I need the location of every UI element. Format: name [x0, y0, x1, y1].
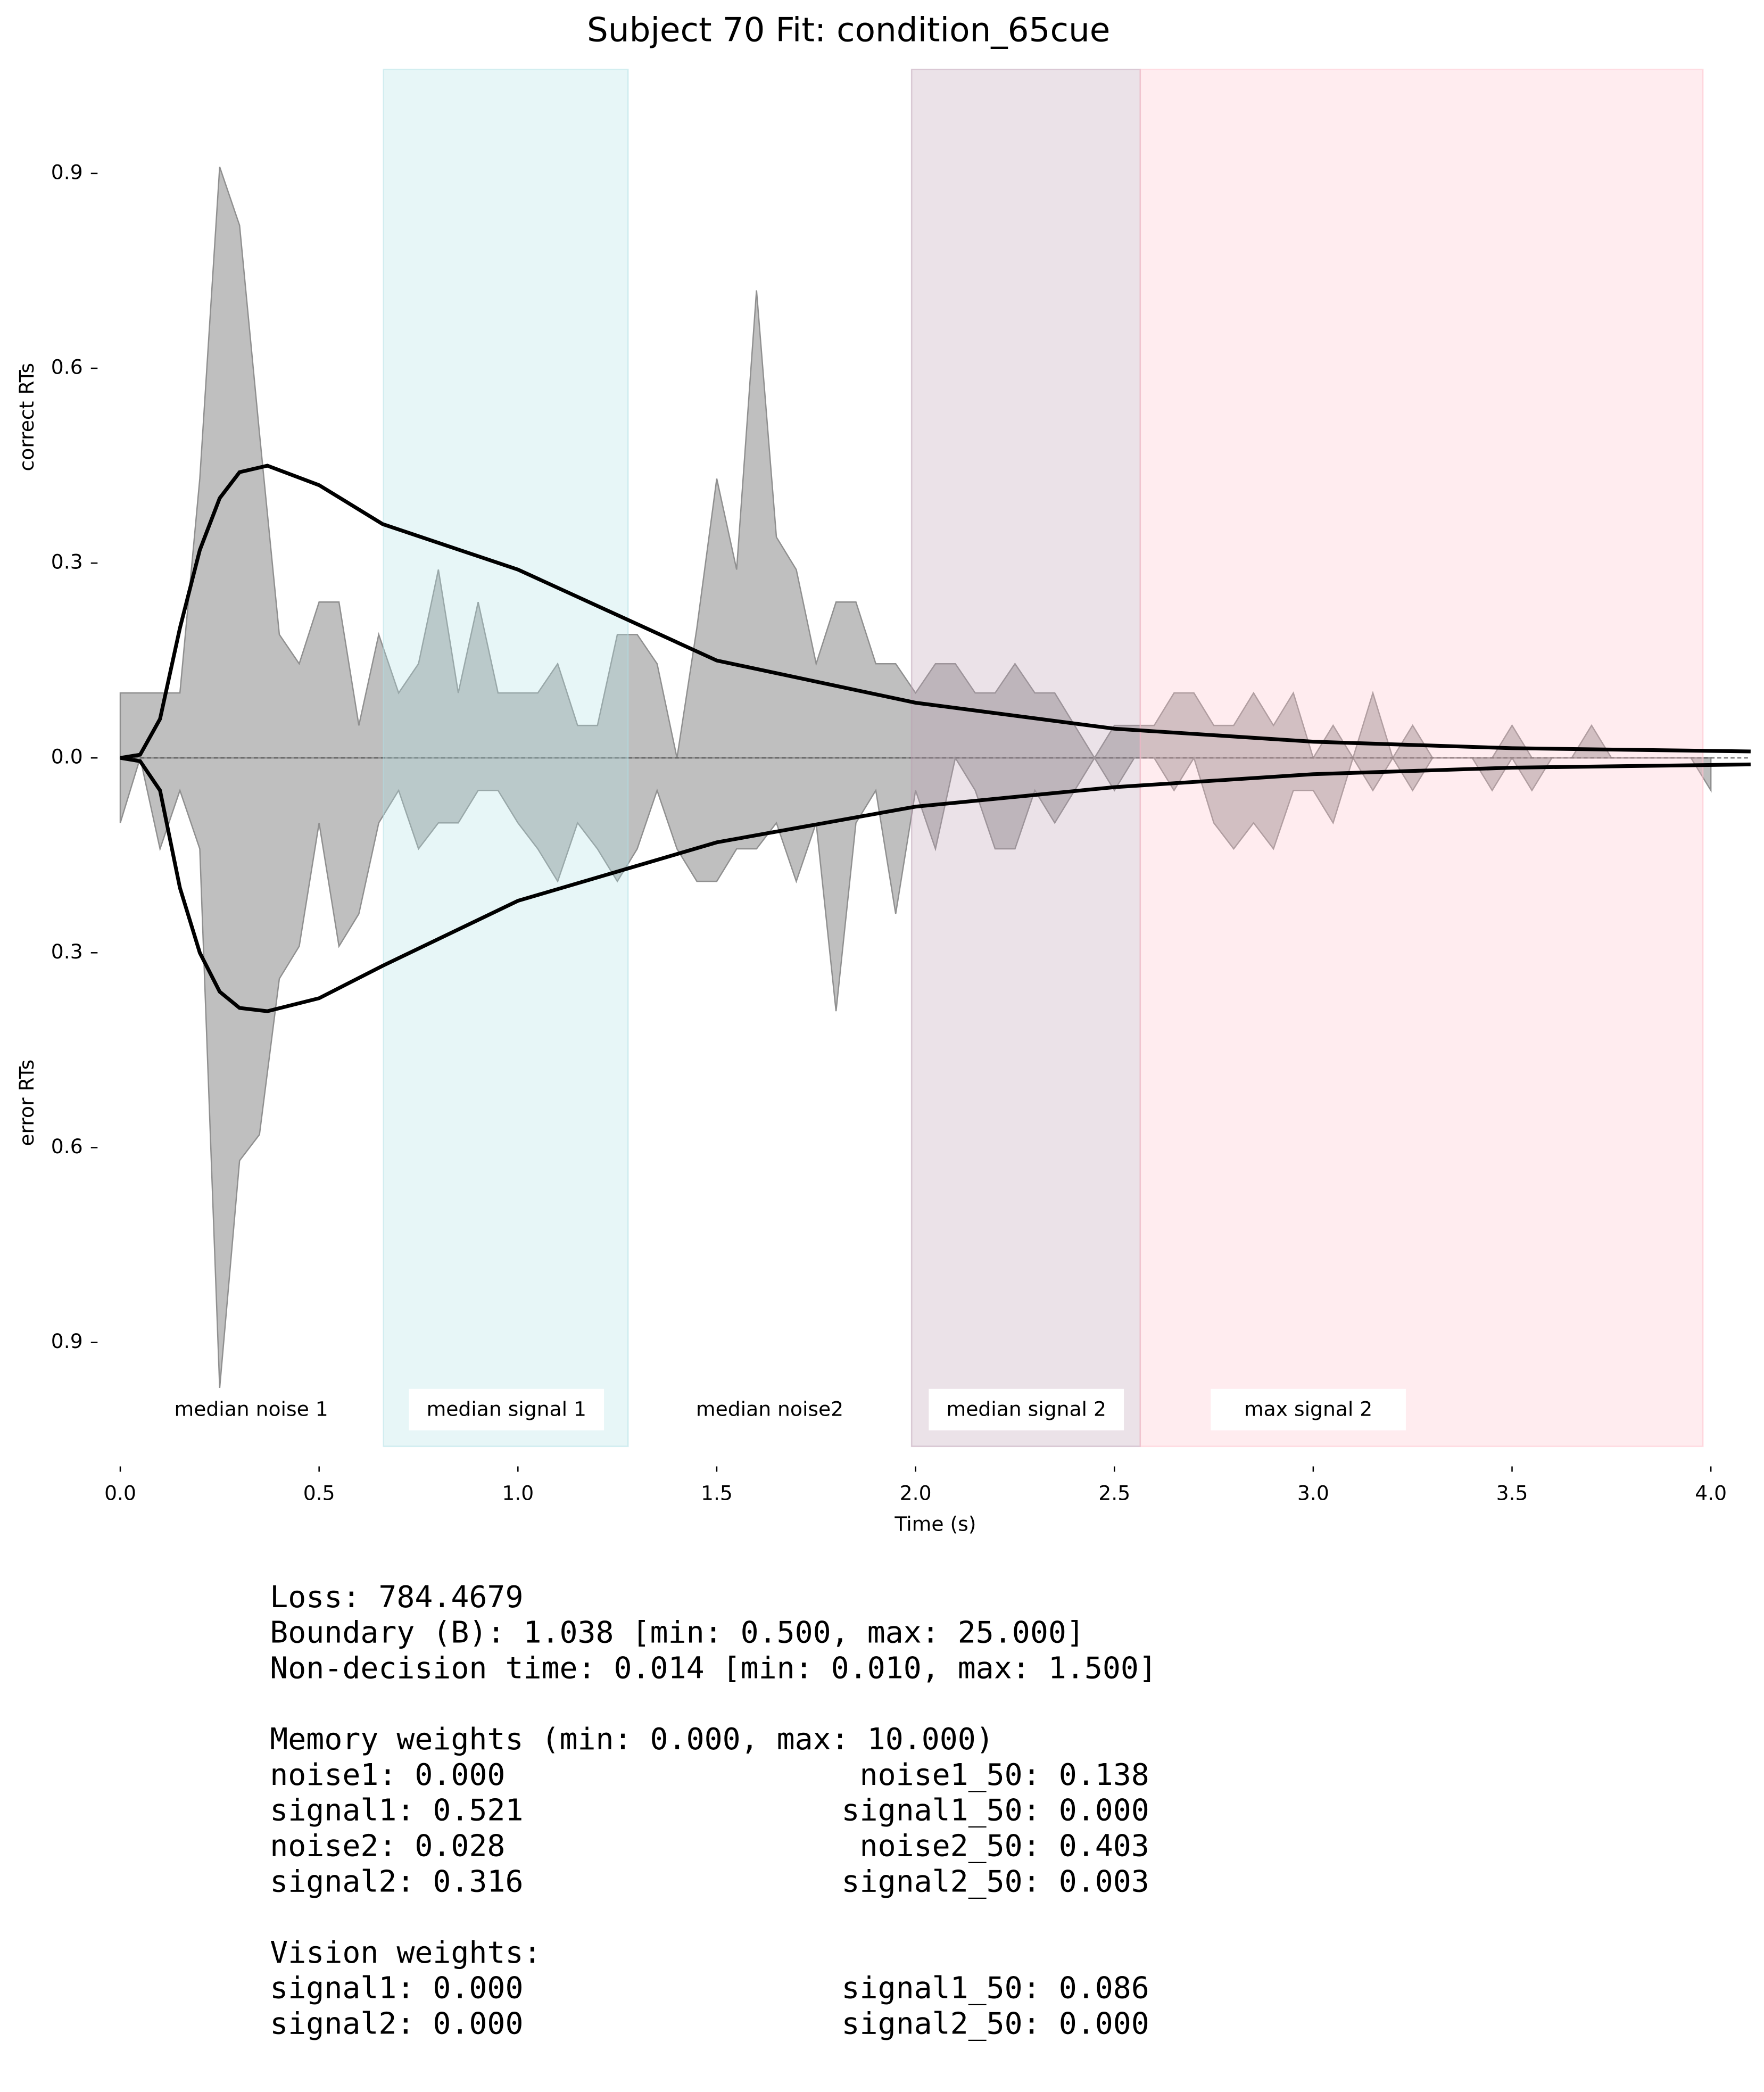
stats-line: Memory weights (min: 0.000, max: 10.000): [270, 1722, 994, 1757]
x-tick-label: 0.0: [104, 1482, 136, 1505]
stats-line: signal2: 0.316: [270, 1864, 523, 1899]
stats-line: Boundary (B): 1.038 [min: 0.500, max: 25…: [270, 1616, 1084, 1650]
stats-line: Loss: 784.4679: [270, 1580, 523, 1615]
region-label: median noise 1: [175, 1397, 328, 1420]
x-tick-label: 1.0: [502, 1482, 534, 1505]
stats-line: signal2_50: 0.000: [842, 2007, 1149, 2041]
y-tick-label: 0.6: [51, 355, 83, 378]
stats-line: noise2: 0.028: [270, 1829, 505, 1863]
region-band: [1139, 69, 1704, 1448]
stats-line: signal1: 0.521: [270, 1793, 523, 1828]
model-curve: [120, 756, 1751, 1013]
stats-line: signal1_50: 0.000: [842, 1793, 1149, 1828]
x-tick-label: 3.0: [1297, 1482, 1329, 1505]
region-band: [910, 69, 1141, 1448]
stats-line: signal1: 0.000: [270, 1971, 523, 2006]
x-tick-label: 4.0: [1695, 1482, 1727, 1505]
x-axis-label: Time (s): [894, 1512, 976, 1535]
chart-title: Subject 70 Fit: condition_65cue: [587, 10, 1110, 49]
y-tick-label: 0.0: [51, 745, 83, 768]
region-label: max signal 2: [1244, 1397, 1372, 1420]
y-tick-label: 0.9: [51, 1329, 83, 1353]
stats-line: signal2_50: 0.003: [842, 1864, 1149, 1899]
label-box: [1211, 1388, 1406, 1431]
stats-line: Non-decision time: 0.014 [min: 0.010, ma…: [270, 1651, 1157, 1685]
y-tick-label: 0.6: [51, 1135, 83, 1158]
x-tick-label: 0.5: [303, 1482, 335, 1505]
x-tick-label: 2.5: [1098, 1482, 1130, 1505]
region-label: median noise2: [696, 1397, 843, 1420]
y-axis-label: error RTs: [15, 1060, 38, 1146]
stats-line: noise1: 0.000: [270, 1758, 505, 1792]
stats-line: noise1_50: 0.138: [860, 1758, 1149, 1792]
stats-line: signal1_50: 0.086: [842, 1971, 1149, 2006]
y-axis-label: correct RTs: [15, 363, 38, 472]
stats-line: Vision weights:: [270, 1936, 541, 1970]
stats-line: signal2: 0.000: [270, 2007, 523, 2041]
label-box: [929, 1388, 1124, 1431]
x-tick-label: 1.5: [701, 1482, 733, 1505]
y-tick-label: 0.3: [51, 550, 83, 574]
y-tick-label: 0.9: [51, 160, 83, 184]
label-box: [409, 1388, 604, 1431]
x-tick-label: 3.5: [1496, 1482, 1528, 1505]
x-tick-label: 2.0: [900, 1482, 932, 1505]
stats-line: noise2_50: 0.403: [860, 1829, 1149, 1863]
model-curve: [120, 464, 1751, 760]
region-band: [383, 69, 629, 1448]
region-label: median signal 2: [947, 1397, 1106, 1420]
y-tick-label: 0.3: [51, 940, 83, 963]
region-label: median signal 1: [427, 1397, 586, 1420]
